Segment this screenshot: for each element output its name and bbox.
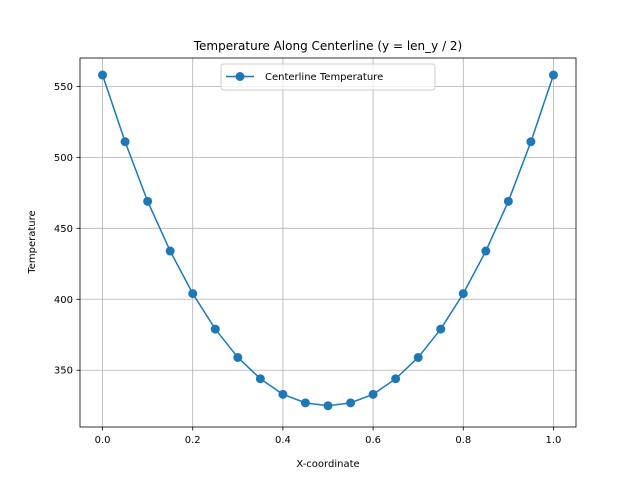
plot-frame bbox=[79, 57, 577, 428]
legend-label: Centerline Temperature bbox=[265, 72, 383, 83]
data-point bbox=[120, 137, 130, 147]
y-axis-label: Temperature bbox=[27, 210, 38, 274]
data-point bbox=[210, 324, 220, 334]
x-tick-label: 0.8 bbox=[455, 435, 471, 446]
data-point bbox=[481, 246, 491, 256]
x-tick-label: 1.0 bbox=[546, 435, 562, 446]
axes bbox=[79, 57, 577, 428]
legend-marker-swatch bbox=[235, 72, 245, 81]
series-layer bbox=[98, 70, 558, 411]
data-point bbox=[436, 324, 446, 334]
data-point bbox=[548, 70, 558, 80]
y-tick-label: 400 bbox=[54, 295, 73, 306]
legend: Centerline Temperature bbox=[220, 63, 436, 91]
data-point bbox=[233, 352, 243, 362]
y-tick-label: 500 bbox=[54, 153, 73, 164]
data-point bbox=[143, 196, 153, 206]
data-point bbox=[391, 374, 401, 384]
x-axis-label: X-coordinate bbox=[296, 459, 359, 470]
x-axis-ticks: 0.0 0.2 0.4 0.6 0.8 1.0 bbox=[95, 427, 562, 446]
data-point bbox=[346, 398, 356, 408]
data-point bbox=[413, 352, 423, 362]
data-point bbox=[165, 246, 175, 256]
y-tick-label: 550 bbox=[54, 82, 73, 93]
data-point bbox=[526, 137, 536, 147]
y-tick-label: 450 bbox=[54, 224, 73, 235]
data-point bbox=[323, 401, 333, 411]
x-tick-label: 0.4 bbox=[275, 435, 291, 446]
data-point bbox=[300, 398, 310, 408]
data-point bbox=[503, 196, 513, 206]
y-axis-ticks: 350 400 450 500 550 bbox=[54, 82, 80, 377]
x-tick-label: 0.6 bbox=[365, 435, 381, 446]
legend-frame bbox=[220, 63, 436, 91]
data-point bbox=[188, 289, 198, 299]
data-point bbox=[458, 289, 468, 299]
data-point bbox=[368, 389, 378, 399]
data-point bbox=[255, 374, 265, 384]
data-point bbox=[98, 70, 108, 80]
chart-title: Temperature Along Centerline (y = len_y … bbox=[193, 39, 463, 53]
x-tick-label: 0.2 bbox=[185, 435, 201, 446]
y-tick-label: 350 bbox=[54, 366, 73, 377]
data-point bbox=[278, 389, 288, 399]
x-tick-label: 0.0 bbox=[95, 435, 111, 446]
